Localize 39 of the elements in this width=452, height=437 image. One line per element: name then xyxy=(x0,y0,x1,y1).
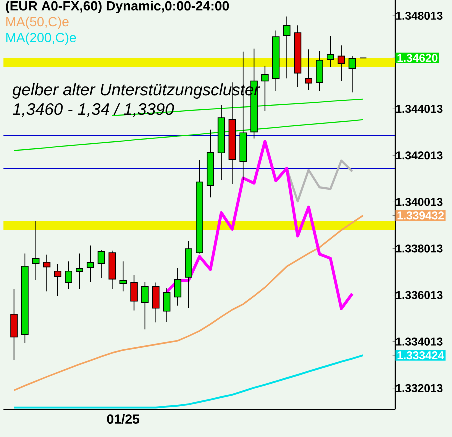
candlestick xyxy=(32,220,40,280)
candlestick xyxy=(316,50,324,92)
y-tick-label: 1.344013 xyxy=(396,104,443,113)
candlestick xyxy=(185,240,192,309)
candlestick xyxy=(43,254,51,292)
y-tick-label: 1.334013 xyxy=(396,338,443,346)
candlestick xyxy=(196,160,204,254)
chart-title: (EUR A0-FX,60) Dynamic,0:00-24:00 xyxy=(6,0,230,14)
text: MA(50,C)e xyxy=(6,16,69,30)
x-tick-label: 01/25 xyxy=(107,414,140,424)
candlestick xyxy=(283,16,291,79)
candlestick xyxy=(163,288,171,322)
line-series xyxy=(166,140,354,310)
candlestick xyxy=(348,56,356,93)
text: MA(200,C)e xyxy=(6,32,76,45)
candlestick xyxy=(272,30,280,92)
y-tick-label: 1.342013 xyxy=(396,151,443,160)
y-tick-label: 1.332013 xyxy=(396,384,443,392)
candlestick xyxy=(338,45,346,82)
candlestick xyxy=(65,261,72,290)
y-tick-label: 1.339432 xyxy=(398,211,444,220)
y-tick-label: 1.338013 xyxy=(396,244,443,253)
candlestick xyxy=(54,264,62,297)
candlestick xyxy=(142,281,149,330)
candlestick xyxy=(174,268,182,306)
candlestick xyxy=(21,253,29,344)
candlestick xyxy=(108,250,116,290)
y-tick-label: 1.348013 xyxy=(396,12,443,20)
y-tick-label: 1.34620 xyxy=(398,54,438,62)
y-tick-label: 1.333424 xyxy=(398,351,444,360)
y-tick-label: 1.336013 xyxy=(396,291,443,300)
candlestick xyxy=(130,274,138,311)
candlestick xyxy=(152,282,160,323)
candlestick xyxy=(10,288,18,360)
y-tick-label: 1.340013 xyxy=(396,198,443,206)
candlestick xyxy=(98,250,106,278)
candlestick xyxy=(294,24,302,88)
candlestick xyxy=(86,245,94,282)
candlestick xyxy=(120,261,128,292)
